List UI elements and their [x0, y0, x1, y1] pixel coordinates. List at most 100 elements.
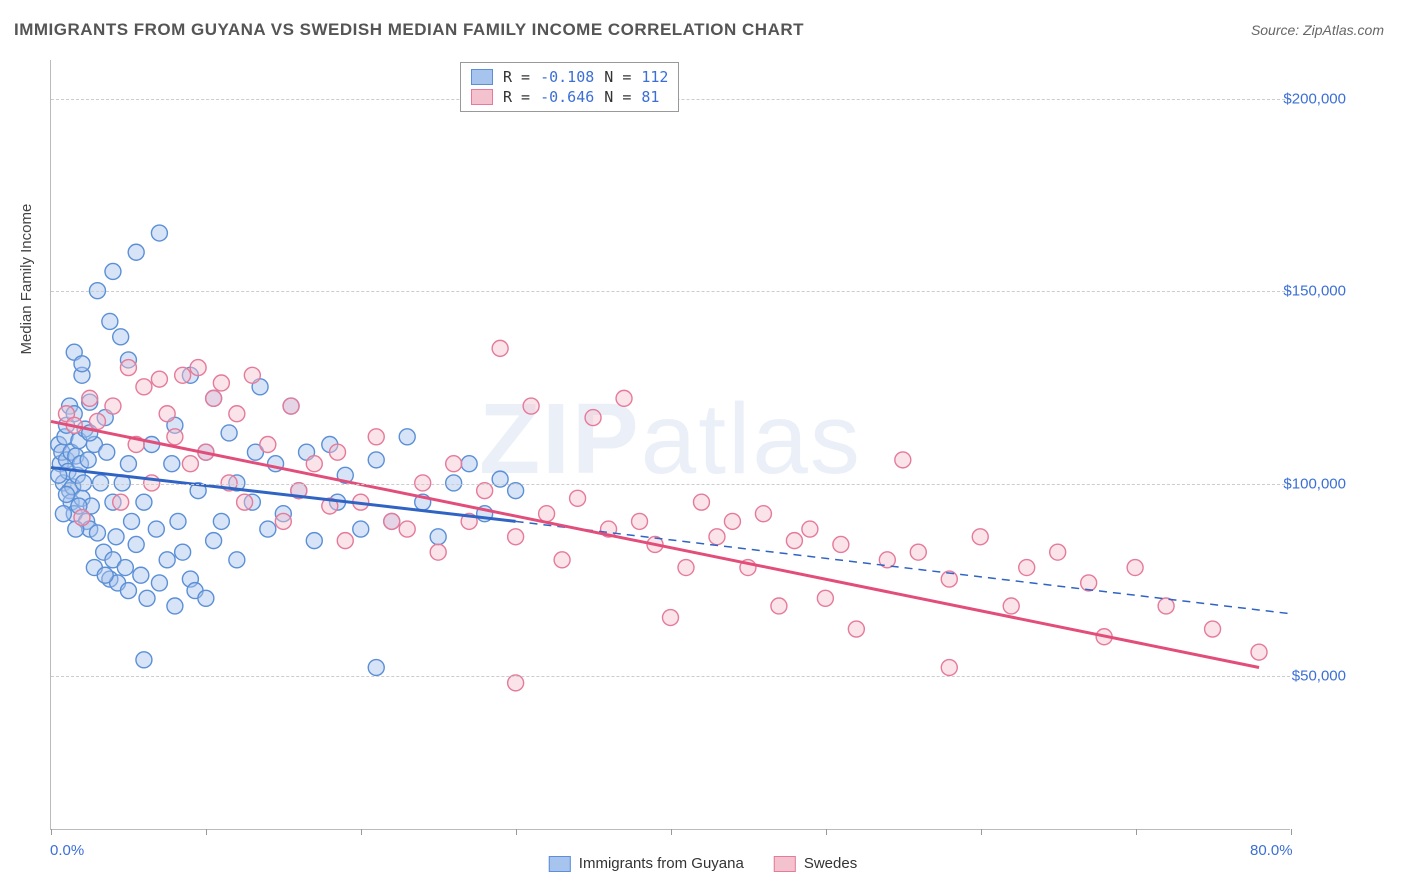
data-point: [1003, 598, 1019, 614]
data-point: [353, 521, 369, 537]
data-point: [523, 398, 539, 414]
data-point: [399, 521, 415, 537]
data-point: [128, 244, 144, 260]
plot-svg: [51, 60, 1290, 829]
data-point: [113, 494, 129, 510]
data-point: [492, 471, 508, 487]
data-point: [151, 371, 167, 387]
data-point: [337, 533, 353, 549]
data-point: [910, 544, 926, 560]
data-point: [508, 675, 524, 691]
data-point: [213, 513, 229, 529]
data-point: [124, 513, 140, 529]
data-point: [1019, 560, 1035, 576]
data-point: [213, 375, 229, 391]
x-tick-label: 80.0%: [1250, 842, 1293, 859]
data-point: [941, 660, 957, 676]
data-point: [159, 406, 175, 422]
data-point: [80, 452, 96, 468]
data-point: [97, 567, 113, 583]
data-point: [477, 483, 493, 499]
data-point: [306, 533, 322, 549]
swatch-guyana-bottom: [549, 856, 571, 872]
data-point: [632, 513, 648, 529]
data-point: [74, 356, 90, 372]
data-point: [170, 513, 186, 529]
data-point: [1127, 560, 1143, 576]
data-point: [117, 560, 133, 576]
data-point: [802, 521, 818, 537]
data-point: [237, 494, 253, 510]
data-point: [167, 429, 183, 445]
data-point: [148, 521, 164, 537]
data-point: [771, 598, 787, 614]
data-point: [554, 552, 570, 568]
data-point: [108, 529, 124, 545]
data-point: [113, 329, 129, 345]
data-point: [136, 379, 152, 395]
data-point: [151, 225, 167, 241]
data-point: [275, 513, 291, 529]
data-point: [724, 513, 740, 529]
data-point: [175, 367, 191, 383]
data-point: [508, 483, 524, 499]
data-point: [260, 521, 276, 537]
regression-line-extension: [516, 521, 1290, 613]
data-point: [663, 610, 679, 626]
data-point: [399, 429, 415, 445]
data-point: [102, 313, 118, 329]
data-point: [182, 456, 198, 472]
data-point: [105, 263, 121, 279]
data-point: [833, 536, 849, 552]
data-point: [508, 529, 524, 545]
source-label: Source: ZipAtlas.com: [1251, 22, 1384, 38]
y-tick-label: $150,000: [1283, 283, 1346, 300]
data-point: [55, 506, 71, 522]
swatch-swedes-bottom: [774, 856, 796, 872]
swatch-swedes: [471, 89, 493, 105]
data-point: [120, 360, 136, 376]
data-point: [585, 410, 601, 426]
chart-title: IMMIGRANTS FROM GUYANA VS SWEDISH MEDIAN…: [14, 20, 804, 40]
data-point: [58, 486, 74, 502]
y-axis-label: Median Family Income: [18, 204, 35, 355]
data-point: [848, 621, 864, 637]
data-point: [175, 544, 191, 560]
data-point: [159, 552, 175, 568]
data-point: [1050, 544, 1066, 560]
data-point: [105, 398, 121, 414]
data-point: [206, 533, 222, 549]
y-tick-label: $200,000: [1283, 90, 1346, 107]
data-point: [139, 590, 155, 606]
data-point: [709, 529, 725, 545]
data-point: [89, 525, 105, 541]
regression-line: [51, 421, 1259, 667]
data-point: [120, 583, 136, 599]
data-point: [283, 398, 299, 414]
data-point: [368, 452, 384, 468]
data-point: [972, 529, 988, 545]
data-point: [229, 552, 245, 568]
data-point: [133, 567, 149, 583]
legend-row-swedes: R =-0.646 N =81: [471, 87, 668, 107]
data-point: [190, 360, 206, 376]
data-point: [136, 494, 152, 510]
legend-item-guyana: Immigrants from Guyana: [549, 855, 744, 872]
data-point: [164, 456, 180, 472]
data-point: [1081, 575, 1097, 591]
data-point: [221, 425, 237, 441]
data-point: [755, 506, 771, 522]
data-point: [306, 456, 322, 472]
data-point: [368, 660, 384, 676]
data-point: [198, 590, 214, 606]
legend-row-guyana: R =-0.108 N =112: [471, 67, 668, 87]
legend-label-swedes: Swedes: [804, 855, 857, 872]
data-point: [368, 429, 384, 445]
swatch-guyana: [471, 69, 493, 85]
data-point: [384, 513, 400, 529]
data-point: [1251, 644, 1267, 660]
data-point: [99, 444, 115, 460]
data-point: [74, 510, 90, 526]
legend-label-guyana: Immigrants from Guyana: [579, 855, 744, 872]
data-point: [128, 536, 144, 552]
